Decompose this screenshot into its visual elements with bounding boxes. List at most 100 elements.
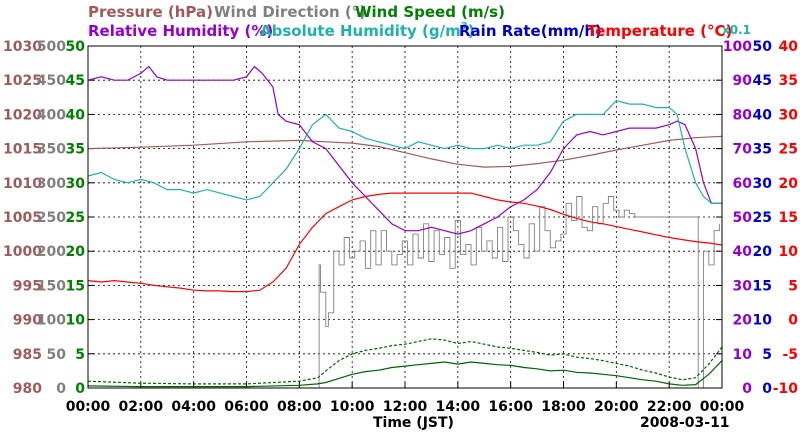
legend-wind-speed: Wind Speed (m/s) — [355, 3, 505, 21]
legend-absolute-scale-note: x0.1 — [722, 23, 751, 37]
temperature-tick-label: 40 — [779, 39, 799, 55]
wind_direction-tick-label: 450 — [37, 73, 66, 89]
pressure-tick-label: 995 — [13, 278, 42, 294]
series-group — [87, 65, 723, 389]
wind_direction-tick-label: 100 — [37, 313, 66, 329]
legend-wind-direction: Wind Direction (°) — [214, 3, 366, 21]
series-line-5 — [87, 100, 722, 204]
wind_direction-tick-label: 300 — [37, 176, 66, 192]
wind_speed-tick-label: 5 — [75, 347, 85, 363]
wind_speed-tick-label: 40 — [66, 107, 86, 123]
temperature-tick-label: 5 — [788, 278, 798, 294]
humidity-tick-label: 70 — [733, 142, 753, 158]
temperature-tick-label: 20 — [779, 176, 799, 192]
x-tick-label: 04:00 — [171, 399, 216, 415]
x-tick-label: 18:00 — [541, 399, 586, 415]
wind_speed-tick-label: 0 — [75, 381, 85, 397]
humidity-tick-label: 0 — [742, 381, 752, 397]
humidity-tick-label: 50 — [733, 210, 753, 226]
rain_rate-tick-label: 40 — [753, 107, 773, 123]
x-tick-label: 20:00 — [594, 399, 639, 415]
legend-rain-rate: Rain Rate(mm/h) — [459, 22, 602, 40]
series-line-0 — [87, 135, 723, 168]
wind_direction-tick-label: 0 — [56, 381, 66, 397]
wind_direction-tick-label: 250 — [37, 210, 66, 226]
wind_direction-tick-label: 500 — [37, 39, 66, 55]
pressure-tick-label: 985 — [13, 347, 42, 363]
x-tick-label: 06:00 — [224, 399, 269, 415]
wind_speed-tick-label: 20 — [66, 244, 86, 260]
date-label: 2008-03-11 — [640, 415, 730, 431]
rain_rate-tick-label: 35 — [753, 142, 772, 158]
wind_direction-tick-label: 50 — [47, 347, 67, 363]
wind_direction-tick-label: 400 — [37, 107, 66, 123]
pressure-tick-label: 1015 — [3, 142, 42, 158]
pressure-tick-label: 980 — [13, 381, 42, 397]
series-line-3 — [87, 338, 723, 385]
x-tick-label: 00:00 — [66, 399, 111, 415]
pressure-tick-label: 1030 — [3, 39, 42, 55]
wind_direction-tick-label: 200 — [37, 244, 66, 260]
series-line-4 — [87, 65, 722, 235]
wind_speed-tick-label: 25 — [66, 210, 85, 226]
rain_rate-tick-label: 25 — [753, 210, 772, 226]
humidity-tick-label: 40 — [733, 244, 753, 260]
humidity-tick-label: 30 — [733, 278, 753, 294]
legend-absolute-humidity: Absolute Humidity (g/m3) — [260, 21, 475, 40]
temperature-tick-label: -5 — [782, 347, 798, 363]
rain_rate-tick-label: 45 — [753, 73, 772, 89]
legend-absolute-humidity-sup: 3 — [461, 21, 468, 32]
temperature-tick-label: 0 — [788, 313, 798, 329]
temperature-tick-label: -10 — [773, 381, 799, 397]
axis-ticks: 1030102510201015101010051000995990985980… — [3, 39, 798, 415]
x-tick-label: 08:00 — [277, 399, 322, 415]
x-tick-label: 02:00 — [119, 399, 164, 415]
series-line-1 — [317, 196, 720, 389]
wind_speed-tick-label: 15 — [66, 278, 85, 294]
pressure-tick-label: 1000 — [3, 244, 42, 260]
humidity-tick-label: 60 — [733, 176, 753, 192]
wind_speed-tick-label: 50 — [66, 39, 86, 55]
wind_speed-tick-label: 35 — [66, 142, 85, 158]
rain_rate-tick-label: 30 — [753, 176, 773, 192]
wind_speed-tick-label: 45 — [66, 73, 85, 89]
rain_rate-tick-label: 10 — [753, 313, 773, 329]
temperature-tick-label: 35 — [779, 73, 798, 89]
legend-absolute-humidity-close: ) — [468, 22, 475, 40]
pressure-tick-label: 1005 — [3, 210, 42, 226]
temperature-tick-label: 30 — [779, 107, 799, 123]
humidity-tick-label: 10 — [733, 347, 753, 363]
x-axis-label: Time (JST) — [373, 415, 454, 431]
plot-frame — [87, 45, 723, 389]
legend-relative-humidity: Relative Humidity (%) — [88, 22, 273, 40]
x-tick-label: 10:00 — [330, 399, 375, 415]
humidity-tick-label: 20 — [733, 313, 753, 329]
legend-absolute-humidity-label: Absolute Humidity (g/m — [260, 22, 461, 40]
rain_rate-tick-label: 15 — [753, 278, 772, 294]
x-tick-label: 14:00 — [436, 399, 481, 415]
rain_rate-tick-label: 50 — [753, 39, 773, 55]
pressure-tick-label: 1010 — [3, 176, 42, 192]
temperature-tick-label: 15 — [779, 210, 798, 226]
wind_speed-tick-label: 30 — [66, 176, 86, 192]
pressure-tick-label: 1020 — [3, 107, 42, 123]
series-line-6 — [87, 192, 723, 293]
legend-pressure: Pressure (hPa) — [88, 3, 213, 21]
rain_rate-tick-label: 0 — [762, 381, 772, 397]
humidity-tick-label: 80 — [733, 107, 753, 123]
temperature-tick-label: 25 — [779, 142, 798, 158]
wind_speed-tick-label: 10 — [66, 313, 86, 329]
x-tick-label: 22:00 — [647, 399, 692, 415]
humidity-tick-label: 100 — [723, 39, 752, 55]
wind_direction-tick-label: 150 — [37, 278, 66, 294]
humidity-tick-label: 90 — [733, 73, 753, 89]
x-tick-label: 00:00 — [700, 399, 745, 415]
temperature-tick-label: 10 — [779, 244, 799, 260]
rain_rate-tick-label: 5 — [762, 347, 772, 363]
legend-temperature: Temperature (°C) — [587, 22, 732, 40]
x-tick-label: 12:00 — [383, 399, 428, 415]
pressure-tick-label: 1025 — [3, 73, 42, 89]
wind_direction-tick-label: 350 — [37, 142, 66, 158]
pressure-tick-label: 990 — [13, 313, 42, 329]
